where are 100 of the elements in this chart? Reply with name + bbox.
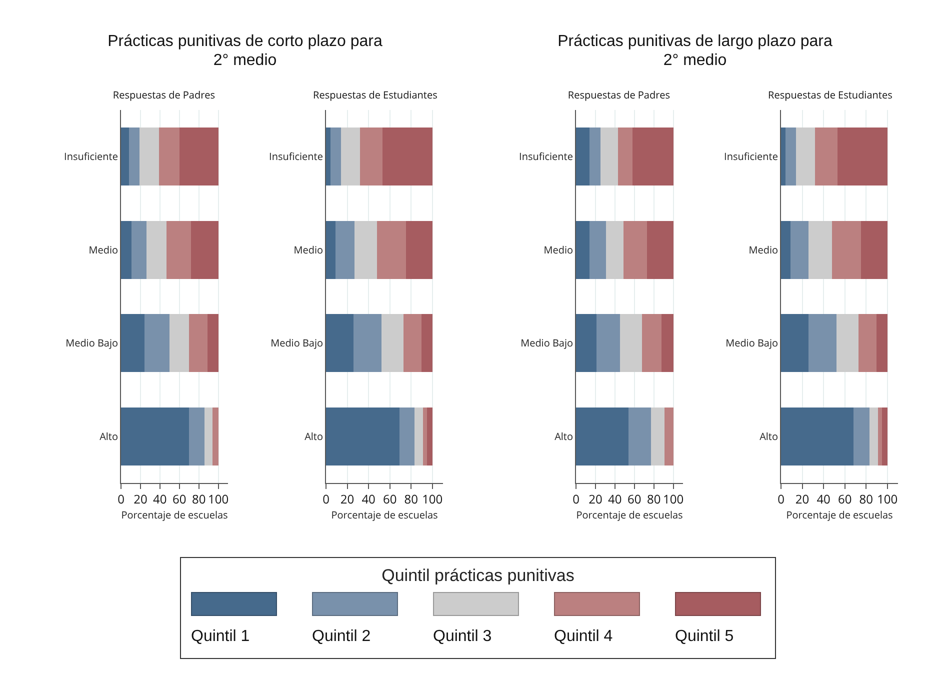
bar xyxy=(158,128,180,186)
bar xyxy=(832,220,861,279)
bar xyxy=(121,314,144,372)
bar xyxy=(882,407,888,466)
x-tick-label: 20 xyxy=(795,490,810,508)
bar xyxy=(600,128,618,186)
bar xyxy=(815,128,838,186)
bar xyxy=(170,314,190,372)
x-tick-label: 20 xyxy=(134,490,148,508)
x-tick-label: 40 xyxy=(153,490,167,508)
bar xyxy=(876,314,888,372)
y-tick-label: Insuficiente xyxy=(269,149,324,164)
bar xyxy=(382,128,432,186)
bar xyxy=(336,220,355,279)
y-tick-label: Medio Bajo xyxy=(270,336,323,350)
bar xyxy=(858,314,877,372)
bar xyxy=(853,407,870,466)
x-tick-label: 40 xyxy=(816,490,831,508)
bar xyxy=(590,220,606,279)
x-tick-label: 100 xyxy=(208,490,229,508)
bar xyxy=(326,314,354,372)
bar xyxy=(139,128,159,186)
bar xyxy=(326,128,330,186)
bar xyxy=(204,407,212,466)
x-tick-label: 100 xyxy=(662,490,684,508)
y-tick-label: Medio xyxy=(294,242,323,256)
x-tick-label: 40 xyxy=(608,490,622,508)
y-tick-label: Medio Bajo xyxy=(726,336,778,350)
bar xyxy=(628,407,651,466)
bar xyxy=(647,220,674,279)
y-tick-label: Medio xyxy=(748,242,778,256)
chart-subtitle: Respuestas de Estudiantes xyxy=(313,87,438,102)
bar xyxy=(785,128,796,186)
bar xyxy=(606,220,624,279)
x-tick-label: 80 xyxy=(646,490,661,508)
bar xyxy=(212,407,218,466)
x-tick-label: 0 xyxy=(118,490,125,508)
chart-title: Prácticas punitivas de corto plazo para 2° medio xyxy=(106,32,384,70)
y-tick-label: Medio xyxy=(544,242,573,256)
x-axis-title: Porcentaje de escuelas xyxy=(331,507,438,522)
y-tick-label: Alto xyxy=(100,428,118,443)
x-tick-label: 80 xyxy=(192,490,206,508)
text: Quintil 3 xyxy=(433,628,493,646)
y-tick-label: Insuficiente xyxy=(724,149,778,164)
bar xyxy=(808,220,832,279)
bar xyxy=(618,128,632,186)
bar xyxy=(414,407,423,466)
bar xyxy=(146,220,167,279)
bar xyxy=(624,220,648,279)
chart-subtitle: Respuestas de Padres xyxy=(112,87,216,102)
bar xyxy=(406,220,432,279)
bar xyxy=(576,314,596,372)
bar xyxy=(642,314,662,372)
bar xyxy=(326,407,400,466)
bar xyxy=(377,220,406,279)
x-tick-label: 80 xyxy=(859,490,874,508)
x-tick-label: 100 xyxy=(422,490,443,508)
y-tick-label: Insuficiente xyxy=(519,149,574,164)
bar xyxy=(869,407,878,466)
chart-subtitle: Respuestas de Padres xyxy=(568,87,670,102)
bar xyxy=(837,128,888,186)
bar xyxy=(422,314,432,372)
chart-title: Prácticas punitivas de largo plazo para 2° medio xyxy=(556,32,834,70)
text: Quintil 5 xyxy=(675,628,735,646)
y-tick-label: Insuficiente xyxy=(64,149,118,164)
bar xyxy=(381,314,404,372)
bar xyxy=(576,220,590,279)
bar xyxy=(189,407,205,466)
x-tick-label: 100 xyxy=(877,490,898,508)
text: Quintil 2 xyxy=(312,628,372,646)
y-tick-label: Alto xyxy=(304,428,323,443)
bar xyxy=(166,220,192,279)
bar xyxy=(326,220,336,279)
text: Quintil 1 xyxy=(191,628,251,646)
text: Quintil 4 xyxy=(554,628,614,646)
bar xyxy=(790,220,809,279)
y-tick-label: Alto xyxy=(554,428,573,443)
bar xyxy=(132,220,146,279)
bar xyxy=(664,407,674,466)
bar xyxy=(422,407,428,466)
x-tick-label: 60 xyxy=(838,490,852,508)
bar xyxy=(427,407,432,466)
bar xyxy=(590,128,600,186)
x-tick-label: 20 xyxy=(340,490,354,508)
bar xyxy=(399,407,414,466)
bar xyxy=(189,314,208,372)
bar xyxy=(781,128,786,186)
bar xyxy=(781,314,809,372)
x-axis-title: Porcentaje de escuelas xyxy=(786,507,894,522)
x-tick-label: 60 xyxy=(382,490,397,508)
bar xyxy=(781,220,791,279)
bar xyxy=(620,314,642,372)
x-tick-label: 20 xyxy=(588,490,602,508)
bar xyxy=(128,128,140,186)
bar xyxy=(632,128,674,186)
bar xyxy=(179,128,218,186)
x-tick-label: 0 xyxy=(572,490,580,508)
bar xyxy=(191,220,218,279)
x-axis-title: Porcentaje de escuelas xyxy=(576,507,684,522)
bar xyxy=(878,407,882,466)
